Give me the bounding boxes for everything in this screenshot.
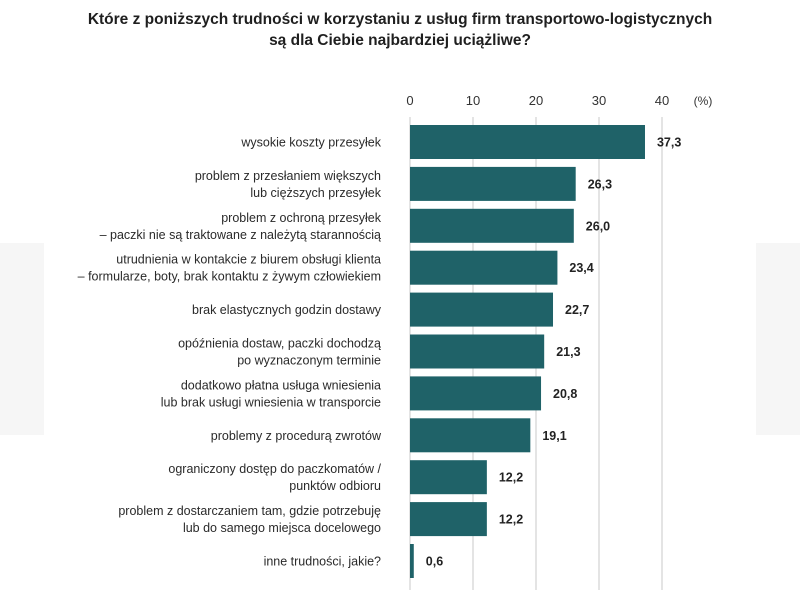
chart-title-line-1: Które z poniższych trudności w korzystan…	[87, 11, 713, 28]
side-panel-right	[756, 243, 800, 435]
category-label: wysokie koszty przesyłek	[240, 136, 381, 150]
value-label: 22,7	[565, 303, 589, 317]
category-label: utrudnienia w kontakcie z biurem obsługi…	[116, 253, 381, 267]
bar	[410, 292, 554, 327]
value-label: 37,3	[657, 136, 681, 150]
value-label: 0,6	[426, 555, 443, 569]
bar	[410, 418, 531, 453]
x-tick-label: 10	[466, 93, 480, 108]
category-label: problem z ochroną przesyłek	[221, 211, 382, 225]
bar	[410, 544, 414, 578]
category-label: opóźnienia dostaw, paczki dochodzą	[178, 337, 381, 351]
category-label: lub cięższych przesyłek	[250, 186, 381, 200]
value-label: 23,4	[569, 261, 593, 275]
category-label: po wyznaczonym terminie	[237, 354, 381, 368]
bar	[410, 376, 542, 411]
category-label: punktów odbioru	[289, 479, 381, 493]
value-label: 20,8	[553, 387, 577, 401]
category-label: problem z przesłaniem większych	[195, 169, 381, 183]
chart-title-line-2: są dla Ciebie najbardziej uciążliwe?	[269, 32, 531, 49]
value-label: 12,2	[499, 513, 523, 527]
bar	[410, 125, 645, 159]
category-label: ograniczony dostęp do paczkomatów /	[168, 462, 381, 476]
bar	[410, 334, 545, 369]
value-label: 19,1	[542, 429, 566, 443]
value-label: 26,3	[588, 177, 612, 191]
bar	[410, 250, 558, 285]
category-label: dodatkowo płatna usługa wniesienia	[181, 378, 381, 392]
value-label: 26,0	[586, 219, 610, 233]
category-label: problem z dostarczaniem tam, gdzie potrz…	[118, 504, 381, 518]
x-tick-label: 0	[406, 93, 413, 108]
bar	[410, 208, 574, 243]
side-panel-left	[0, 243, 44, 435]
category-label: – formularze, boty, brak kontaktu z żywy…	[78, 270, 381, 284]
category-label: inne trudności, jakie?	[264, 555, 381, 569]
category-label: lub do samego miejsca docelowego	[183, 521, 381, 535]
category-label: lub brak usługi wniesienia w transporcie	[161, 395, 381, 409]
category-label: – paczki nie są traktowane z należytą st…	[100, 228, 381, 242]
x-tick-label: 20	[529, 93, 543, 108]
bar	[410, 502, 487, 537]
value-label: 12,2	[499, 471, 523, 485]
bar	[410, 166, 576, 201]
unit-label: (%)	[694, 94, 713, 108]
bar	[410, 460, 487, 495]
category-label: problemy z procedurą zwrotów	[211, 429, 382, 443]
x-tick-label: 40	[655, 93, 669, 108]
category-label: brak elastycznych godzin dostawy	[192, 303, 382, 317]
chart-title: Które z poniższych trudności w korzystan…	[0, 9, 800, 51]
x-tick-label: 30	[592, 93, 606, 108]
value-label: 21,3	[556, 345, 580, 359]
